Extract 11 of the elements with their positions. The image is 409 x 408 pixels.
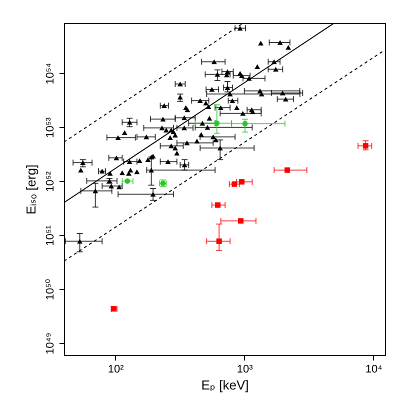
y-axis-title: Eᵢₛₒ [erg]: [24, 164, 38, 215]
x-tick-label: 10²: [108, 364, 124, 376]
y-tick-label: 10⁵⁰: [44, 278, 56, 300]
y-tick-label: 10⁵⁴: [44, 62, 56, 84]
y-tick-label: 10⁵²: [44, 171, 56, 192]
y-tick-label: 10⁵¹: [44, 225, 56, 246]
x-tick-label: 10⁴: [365, 364, 383, 376]
y-tick-label: 10⁵³: [44, 117, 56, 138]
x-axis-title: Eₚ [keV]: [201, 378, 249, 392]
x-tick-label: 10³: [236, 364, 254, 376]
y-tick-label: 10⁴⁹: [44, 332, 56, 354]
